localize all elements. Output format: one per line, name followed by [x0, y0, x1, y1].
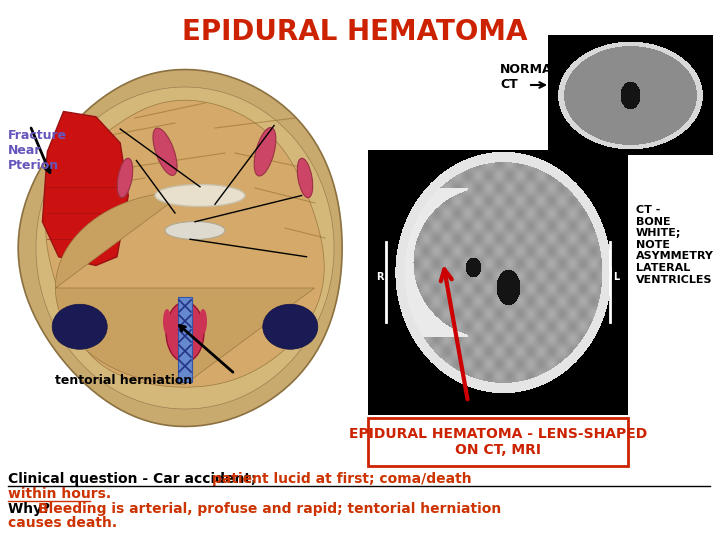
Text: tentorial herniation: tentorial herniation — [55, 374, 192, 387]
Ellipse shape — [155, 185, 245, 206]
Text: NORMAL
CT: NORMAL CT — [500, 63, 561, 91]
Text: Bleeding is arterial, profuse and rapid; tentorial herniation: Bleeding is arterial, profuse and rapid;… — [38, 502, 501, 516]
Polygon shape — [46, 100, 324, 387]
Ellipse shape — [153, 128, 177, 176]
Bar — [368, 150, 628, 415]
Bar — [548, 35, 713, 155]
Text: Fracture
Near
Pterion: Fracture Near Pterion — [8, 129, 67, 172]
Polygon shape — [36, 87, 334, 409]
Bar — [178, 297, 192, 382]
Text: R: R — [377, 272, 384, 282]
Ellipse shape — [165, 221, 225, 240]
Ellipse shape — [199, 309, 207, 334]
Text: patient lucid at first; coma/death: patient lucid at first; coma/death — [212, 472, 472, 486]
Text: Clinical question - Car accident;: Clinical question - Car accident; — [8, 472, 261, 486]
Ellipse shape — [163, 309, 171, 334]
Polygon shape — [55, 192, 315, 384]
Polygon shape — [18, 70, 342, 427]
Bar — [368, 418, 628, 466]
Ellipse shape — [297, 158, 312, 198]
Ellipse shape — [166, 302, 204, 362]
Text: EPIDURAL HEMATOMA - LENS-SHAPED
ON CT, MRI: EPIDURAL HEMATOMA - LENS-SHAPED ON CT, M… — [349, 427, 647, 457]
Text: CT -
BONE
WHITE;
NOTE
ASYMMETRY
LATERAL
VENTRICLES: CT - BONE WHITE; NOTE ASYMMETRY LATERAL … — [636, 205, 714, 285]
Polygon shape — [42, 111, 128, 266]
Text: EPIDURAL HEMATOMA: EPIDURAL HEMATOMA — [182, 18, 528, 46]
Ellipse shape — [254, 127, 276, 176]
Ellipse shape — [263, 304, 318, 349]
Ellipse shape — [53, 304, 107, 349]
Text: L: L — [613, 272, 619, 282]
Text: Why?: Why? — [8, 502, 55, 516]
Ellipse shape — [117, 158, 132, 198]
Text: within hours.: within hours. — [8, 487, 111, 501]
Text: causes death.: causes death. — [8, 516, 117, 530]
